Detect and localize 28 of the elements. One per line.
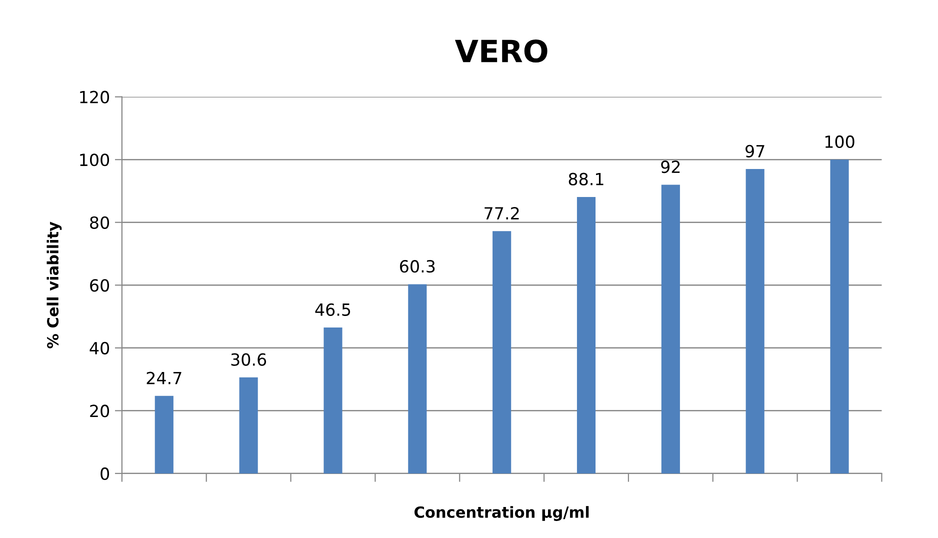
bar: [576, 196, 596, 474]
y-tick-label: 0: [100, 467, 110, 480]
data-label: 24.7: [146, 372, 182, 384]
data-label: 97: [746, 144, 764, 158]
bar: [239, 377, 258, 474]
x-axis-title: Concentration µg/ml: [414, 506, 589, 521]
bar: [408, 284, 427, 474]
bar: [746, 169, 764, 474]
y-tick-label: 80: [90, 216, 110, 229]
y-tick-label: 120: [80, 90, 110, 104]
data-label: 100: [825, 135, 854, 148]
data-label: 46.5: [315, 303, 350, 316]
data-label: 60.3: [400, 260, 435, 273]
data-label: 77.2: [484, 206, 519, 220]
data-label: 88.1: [568, 172, 604, 186]
data-label: 92: [661, 160, 680, 174]
y-axis-title: % Cell viability: [46, 222, 62, 348]
y-tick-label: 40: [90, 342, 110, 354]
y-tick-label: 20: [90, 404, 110, 418]
bar: [154, 396, 174, 474]
bar: [661, 184, 680, 474]
bar: [492, 231, 512, 474]
data-label: 30.6: [231, 353, 266, 366]
bar: [830, 160, 849, 474]
y-tick-label: 100: [80, 154, 110, 166]
bar: [324, 328, 342, 474]
y-tick-label: 60: [90, 279, 110, 292]
chart-title: VERO: [454, 39, 548, 63]
